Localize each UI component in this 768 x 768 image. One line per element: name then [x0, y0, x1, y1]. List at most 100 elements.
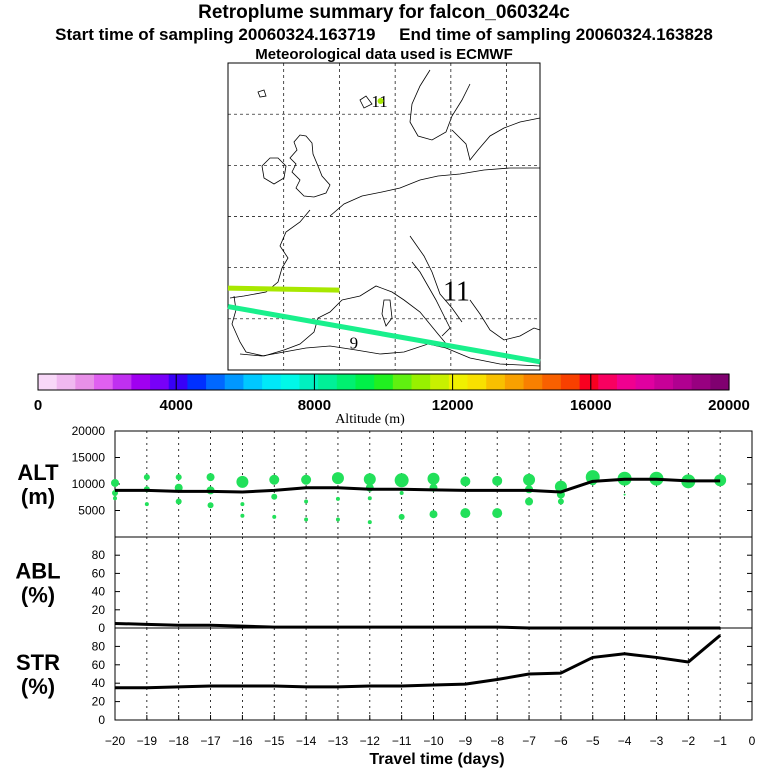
colorbar-cell — [224, 374, 245, 390]
x-tick-label: −9 — [459, 734, 473, 748]
colorbar-cell — [318, 374, 338, 390]
colorbar-cell — [560, 374, 581, 390]
colorbar-cell — [131, 374, 151, 390]
mean-altitude-line — [115, 477, 721, 494]
colorbar-cell — [654, 374, 674, 390]
map-labels: 11119 — [350, 92, 470, 353]
colorbar-ticks: 0 4000 8000 12000 16000 20000 — [34, 374, 750, 414]
map-label: 9 — [350, 334, 359, 353]
colorbar-cell — [672, 374, 693, 390]
x-tick-label: −1 — [713, 734, 727, 748]
colorbar-xlabel: Altitude (m) — [335, 412, 405, 427]
colorbar-cell — [299, 374, 319, 390]
x-tick-label: −13 — [328, 734, 349, 748]
colorbar-cell — [243, 374, 263, 390]
map-tracks — [227, 285, 541, 365]
altitude-point — [331, 472, 344, 485]
colorbar-cell — [75, 374, 95, 390]
colorbar-cell — [206, 374, 226, 390]
chart-title: Retroplume summary for falcon_060324c — [198, 2, 570, 23]
x-tick-label: −6 — [554, 734, 568, 748]
x-tick-label: −20 — [105, 734, 126, 748]
panel-ylabel: (%) — [21, 583, 55, 608]
altitude-point — [557, 498, 564, 505]
colorbar-tick-label: 4000 — [160, 397, 193, 414]
altitude-point — [240, 513, 245, 518]
colorbar-cell — [336, 374, 357, 390]
y-tick-label: 20 — [92, 603, 106, 617]
y-tick-label: 60 — [92, 566, 106, 580]
colorbar-cell — [598, 374, 618, 390]
colorbar-cell — [523, 374, 543, 390]
altitude-point — [206, 473, 215, 482]
y-tick-label: 10000 — [72, 477, 106, 491]
colorbar-cell — [280, 374, 301, 390]
panel-ylabels: ALT(m)ABL(%)STR(%) — [15, 460, 60, 699]
altitude-point — [174, 483, 183, 492]
altitude-point — [143, 474, 150, 481]
altitude-point — [427, 472, 440, 485]
map-label: 11 — [443, 276, 470, 307]
altitude-point — [236, 475, 249, 488]
x-tick-label: −5 — [586, 734, 600, 748]
timeseries-ticks: 5000100001500020000020406080020406080−20… — [72, 424, 756, 748]
x-tick-label: −10 — [423, 734, 444, 748]
x-tick-label: −12 — [360, 734, 381, 748]
colorbar-tick-label: 12000 — [432, 397, 474, 414]
altitude-point — [335, 517, 340, 522]
x-tick-label: −11 — [392, 734, 412, 748]
colorbar-cell — [635, 374, 655, 390]
colorbar-cell — [187, 374, 207, 390]
colorbar-cell — [392, 374, 413, 390]
altitude-point — [367, 496, 372, 501]
x-tick-label: 0 — [749, 734, 756, 748]
timeseries-curves — [114, 477, 722, 690]
altitude-point — [523, 473, 536, 486]
altitude-point — [460, 476, 471, 487]
altitude-point — [623, 493, 626, 496]
panel-ylabel: ABL — [15, 559, 60, 584]
altitude-point — [398, 513, 405, 520]
travel-time-xlabel: Travel time (days) — [369, 751, 504, 768]
y-tick-label: 80 — [92, 639, 106, 653]
x-tick-label: −4 — [618, 734, 632, 748]
altitude-point — [271, 493, 278, 500]
panel-ylabel: (m) — [21, 484, 55, 509]
altitude-point — [492, 508, 503, 519]
colorbar-frame — [37, 373, 730, 391]
altitude-point — [460, 508, 471, 519]
altitude-point — [394, 473, 409, 488]
colorbar-cell — [150, 374, 170, 390]
altitude-point — [304, 499, 309, 504]
altitude-point — [363, 473, 376, 486]
y-tick-label: 20000 — [72, 424, 106, 438]
y-tick-label: 0 — [98, 621, 105, 635]
altitude-point — [240, 502, 245, 507]
altitude-point — [144, 502, 149, 507]
y-tick-label: 60 — [92, 658, 106, 672]
colorbar-cell — [56, 374, 76, 390]
colorbar-cell — [542, 374, 562, 390]
colorbar-cell — [448, 374, 469, 390]
sampling-times: Start time of sampling 20060324.163719 E… — [0, 25, 768, 45]
y-tick-label: 40 — [92, 676, 106, 690]
y-tick-label: 5000 — [78, 504, 105, 518]
colorbar-cell — [430, 374, 450, 390]
altitude-colorbar: 0 4000 8000 12000 16000 20000 Altitude (m) — [34, 373, 750, 427]
altitude-point — [207, 502, 214, 509]
end-time-label: End time of sampling 20060324.163828 — [399, 25, 713, 44]
colorbar-cell — [168, 374, 189, 390]
altitude-point — [304, 517, 309, 522]
colorbar-cells — [38, 374, 730, 390]
x-tick-label: −2 — [681, 734, 695, 748]
colorbar-cell — [355, 374, 375, 390]
colorbar-cell — [504, 374, 525, 390]
map-coastlines — [229, 69, 541, 367]
map-panel: 11119 — [227, 62, 541, 371]
colorbar-cell — [374, 374, 394, 390]
altitude-point — [113, 496, 117, 501]
colorbar-cell — [112, 374, 132, 390]
track-green — [227, 285, 340, 293]
x-tick-label: −14 — [296, 734, 317, 748]
